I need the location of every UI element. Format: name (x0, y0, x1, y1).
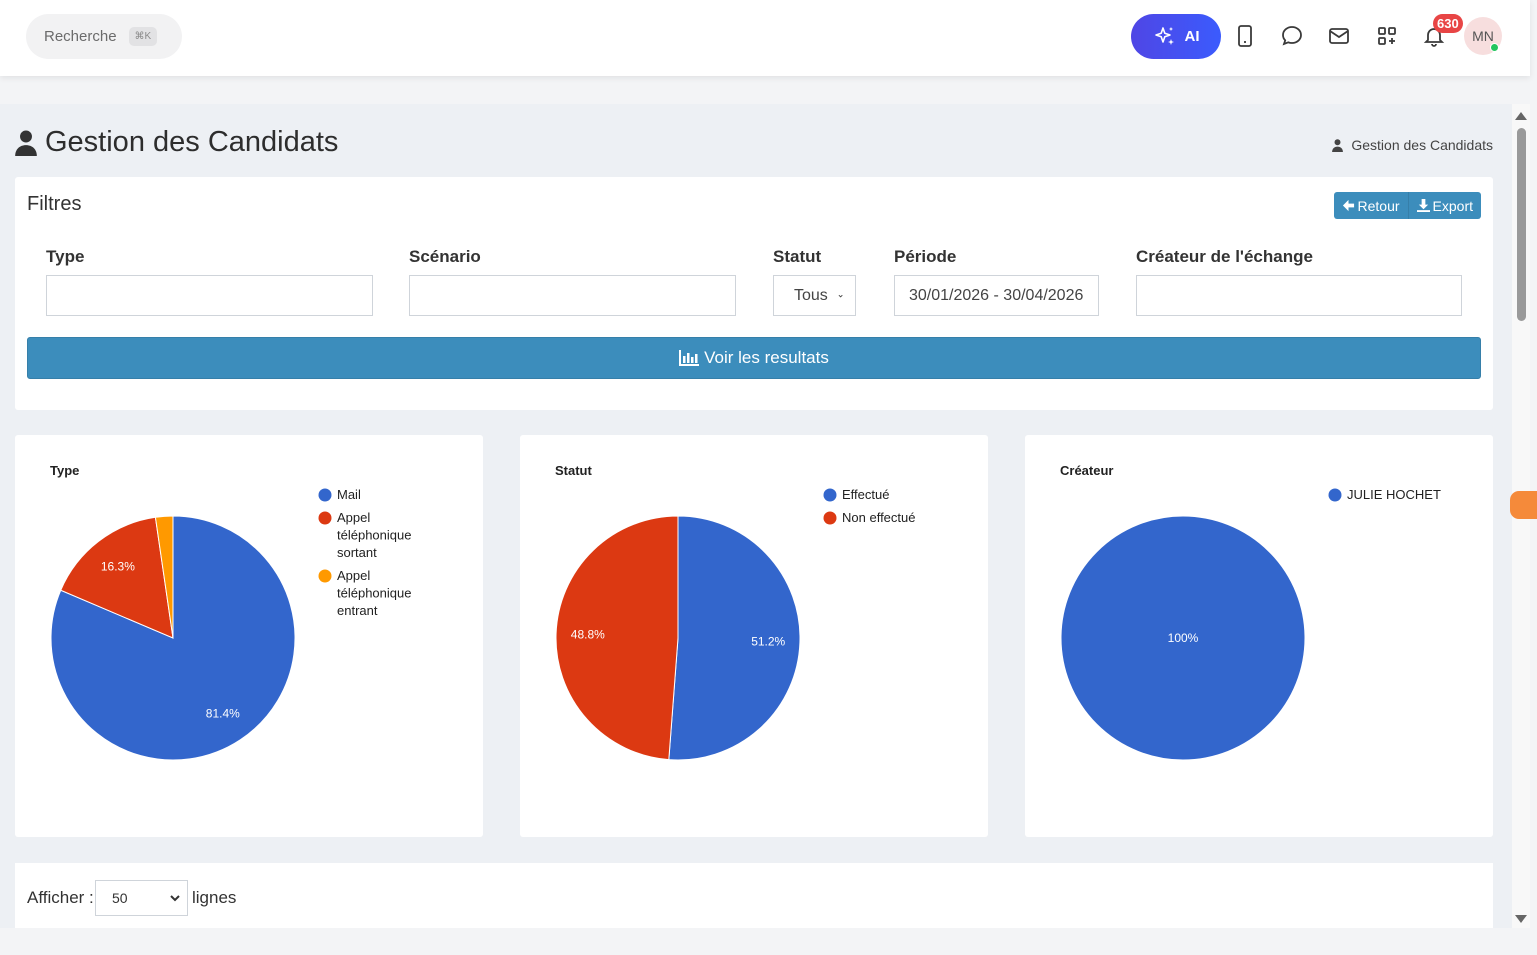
pie-chart-statut: Statut 51.2% 48.8% Effectué Non effectué (555, 463, 915, 761)
legend-marker (318, 511, 332, 525)
createur-label: Créateur de l'échange (1136, 247, 1313, 266)
statut-value: Tous (794, 286, 828, 304)
table-controls: Afficher : 50 lignes (15, 863, 1493, 928)
statut-select[interactable]: Tous (773, 275, 856, 316)
view-results-button[interactable]: Voir les resultats (27, 337, 1481, 379)
legend-label: Mail (337, 487, 361, 502)
legend-label: Appel (337, 510, 370, 525)
legend-label: Non effectué (842, 510, 915, 525)
periode-label: Période (894, 247, 957, 266)
scroll-up-arrow[interactable] (1515, 112, 1527, 120)
apps-icon[interactable] (1373, 22, 1401, 50)
export-button[interactable]: Export (1408, 192, 1481, 219)
rows-per-page-value: 50 (112, 890, 128, 906)
arrow-left-icon (1342, 199, 1354, 212)
export-label: Export (1432, 197, 1473, 214)
slice-label: 81.4% (206, 706, 240, 720)
sparkles-icon (1154, 26, 1174, 45)
pie-slice[interactable] (555, 515, 679, 761)
search-shortcut: ⌘K (128, 27, 158, 46)
legend-marker (823, 511, 837, 525)
main-content: Gestion des Candidats Gestion des Candid… (0, 104, 1512, 928)
chart-title: Type (50, 463, 79, 478)
legend-label: Appel (337, 568, 370, 583)
chart-title: Créateur (1060, 463, 1113, 478)
pie-slice[interactable] (60, 516, 174, 639)
pie-slice[interactable] (1060, 515, 1306, 761)
statut-label: Statut (773, 247, 822, 266)
filter-actions: Retour Export (1333, 192, 1481, 219)
ai-label: AI (1184, 28, 1200, 45)
legend-label: JULIE HOCHET (1347, 487, 1441, 502)
pie-chart-type: Type 81.4% 16.3% Mail Appel téléphonique sorta… (50, 463, 411, 761)
slice-label: 16.3% (101, 559, 135, 573)
chat-icon[interactable] (1278, 22, 1306, 50)
top-bar: Recherche ⌘K AI 630 MN (0, 0, 1530, 76)
createur-field[interactable] (1136, 275, 1462, 316)
ai-button[interactable]: AI (1131, 14, 1221, 59)
chevron-down-icon (838, 294, 843, 297)
filters-title: Filtres (27, 193, 82, 215)
rows-per-page-select[interactable]: 50 (95, 880, 188, 916)
search-box[interactable]: Recherche ⌘K (26, 14, 182, 59)
notification-badge: 630 (1433, 14, 1463, 33)
legend-marker (823, 488, 837, 502)
legend-marker (318, 569, 332, 583)
slice-label: 48.8% (571, 628, 605, 642)
user-icon (15, 130, 37, 156)
breadcrumb: Gestion des Candidats (1332, 137, 1493, 153)
back-button[interactable]: Retour (1333, 192, 1409, 219)
slice-label: 100% (1168, 631, 1199, 645)
scenario-field[interactable] (409, 275, 736, 316)
type-label: Type (46, 247, 85, 266)
legend-marker (1328, 488, 1342, 502)
periode-field[interactable]: 30/01/2026 - 30/04/2026 (894, 275, 1099, 316)
slice-label: 51.2% (751, 634, 785, 648)
legend-label: Effectué (842, 487, 889, 502)
user-icon (1332, 138, 1344, 152)
view-results-label: Voir les resultats (704, 348, 829, 367)
breadcrumb-item[interactable]: Gestion des Candidats (1351, 137, 1493, 153)
mail-icon[interactable] (1325, 22, 1353, 50)
pie-chart-createur: Créateur 100% JULIE HOCHET (1060, 463, 1441, 761)
page-title-text: Gestion des Candidats (45, 126, 339, 158)
search-label: Recherche (44, 28, 117, 45)
scroll-down-arrow[interactable] (1515, 915, 1527, 923)
side-feedback-tab[interactable] (1510, 491, 1537, 519)
scroll-thumb[interactable] (1517, 128, 1526, 321)
download-icon (1416, 199, 1430, 212)
chevron-down-icon (170, 895, 180, 902)
chart-card-createur: Créateur 100% JULIE HOCHET (1025, 435, 1493, 837)
type-field[interactable] (46, 275, 373, 316)
legend-label: entrant (337, 603, 378, 618)
back-label: Retour (1357, 197, 1400, 214)
legend-label: téléphonique (337, 528, 411, 543)
online-status-dot (1490, 43, 1499, 52)
chart-card-type: Type 81.4% 16.3% Mail Appel téléphonique sorta… (15, 435, 483, 837)
lines-label: lignes (192, 888, 237, 907)
show-label: Afficher : (27, 888, 94, 907)
bar-chart-icon (679, 350, 700, 366)
legend-label: téléphonique (337, 586, 411, 601)
filters-panel: Filtres Retour Export Type Scénario Stat… (15, 177, 1493, 410)
legend-label: sortant (337, 545, 377, 560)
chart-card-statut: Statut 51.2% 48.8% Effectué Non effectué (520, 435, 988, 837)
page-title: Gestion des Candidats (15, 126, 338, 159)
legend-marker (318, 488, 332, 502)
pie-slice[interactable] (154, 515, 174, 639)
chart-title: Statut (555, 463, 593, 478)
pie-slice[interactable] (668, 515, 801, 761)
scenario-label: Scénario (409, 247, 481, 266)
mobile-icon[interactable] (1231, 22, 1259, 50)
